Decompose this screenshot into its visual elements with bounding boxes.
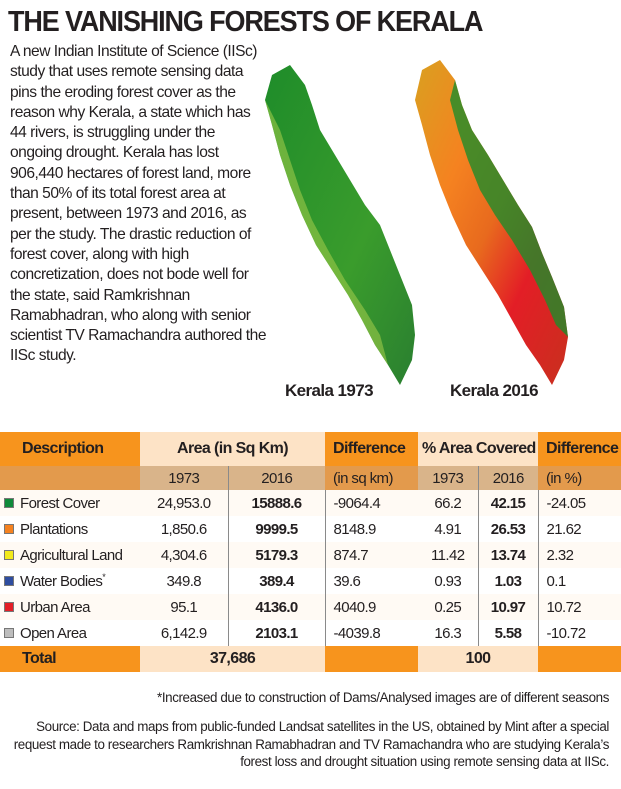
area-2016: 15888.6	[227, 490, 325, 516]
header-diff-unit: (in sq km)	[325, 466, 418, 490]
legend-swatch	[4, 497, 14, 508]
legend-swatch	[4, 549, 14, 560]
pct-1973: 4.91	[434, 520, 462, 538]
header-difference: Difference	[325, 432, 418, 466]
total-label: Total	[0, 646, 140, 672]
diff-sqkm: 8148.9	[324, 516, 418, 542]
pct-2016: 1.03	[477, 568, 539, 594]
table-row: Forest Cover 24,953.0 15888.6 -9064.4 66.2 42…	[0, 490, 621, 516]
area-1973: 95.1	[170, 598, 198, 616]
row-name: Forest Cover	[0, 490, 140, 516]
area-2016: 9999.5	[227, 516, 325, 542]
area-2016: 5179.3	[227, 542, 325, 568]
diff-sqkm: -4039.8	[324, 620, 418, 646]
row-name: Open Area	[0, 620, 140, 646]
area-2016: 2103.1	[227, 620, 325, 646]
area-1973: 349.8	[166, 572, 202, 590]
row-name: Water Bodies*	[0, 568, 140, 594]
intro-paragraph: A new Indian Institute of Science (IISc)…	[10, 43, 267, 365]
kerala-maps	[265, 60, 568, 385]
diff-sqkm: 4040.9	[324, 594, 418, 620]
row-name: Urban Area	[0, 594, 140, 620]
header-area-1973: 1973	[140, 466, 228, 490]
page-title: THE VANISHING FORESTS OF KERALA	[8, 6, 483, 38]
source-note: Source: Data and maps from public-funded…	[13, 719, 610, 769]
area-1973: 4,304.6	[160, 546, 207, 564]
land-use-table: Description Area (in Sq Km) Difference %…	[0, 432, 621, 672]
diff-pct: -24.05	[537, 490, 621, 516]
diff-pct: 0.1	[537, 568, 621, 594]
diff-sqkm: 39.6	[324, 568, 418, 594]
header-area: Area (in Sq Km)	[140, 432, 325, 466]
pct-2016: 42.15	[477, 490, 539, 516]
header-blank	[0, 466, 140, 490]
legend-swatch	[4, 601, 14, 612]
map-label-2016: Kerala 2016	[450, 381, 539, 400]
pct-1973: 0.93	[434, 572, 462, 590]
table-row: Urban Area 95.1 4136.0 4040.9 0.25 10.97 10.72	[0, 594, 621, 620]
row-name: Agricultural Land	[0, 542, 140, 568]
header-pct-1973: 1973	[418, 466, 478, 490]
pct-1973: 11.42	[431, 546, 465, 564]
legend-swatch	[4, 523, 14, 534]
map-label-1973: Kerala 1973	[285, 381, 374, 400]
map-kerala-2016-forest	[450, 80, 568, 337]
total-diff-pct-blank	[538, 646, 621, 672]
pct-2016: 13.74	[477, 542, 539, 568]
area-2016: 389.4	[227, 568, 325, 594]
legend-swatch	[4, 576, 14, 586]
header-description: Description	[0, 432, 140, 466]
table-row: Open Area 6,142.9 2103.1 -4039.8 16.3 5.58 -10…	[0, 620, 621, 646]
area-1973: 24,953.0	[156, 494, 211, 512]
pct-1973: 0.25	[434, 598, 462, 616]
area-1973: 6,142.9	[160, 624, 207, 642]
area-2016: 4136.0	[227, 594, 325, 620]
map-kerala-1973-coast	[265, 100, 388, 365]
header-area-2016: 2016	[227, 466, 325, 490]
pct-2016: 10.97	[477, 594, 539, 620]
total-area: 37,686	[140, 646, 325, 672]
pct-2016: 5.58	[477, 620, 539, 646]
total-diff-blank	[325, 646, 418, 672]
area-1973: 1,850.6	[160, 520, 207, 538]
map-kerala-1973	[265, 65, 415, 385]
header-diff-pct: Difference	[538, 432, 621, 466]
diff-sqkm: -9064.4	[324, 490, 418, 516]
pct-2016: 26.53	[477, 516, 539, 542]
diff-pct: 10.72	[537, 594, 621, 620]
table-row: Water Bodies* 349.8 389.4 39.6 0.93 1.03 0.1	[0, 568, 621, 594]
diff-pct: 21.62	[537, 516, 621, 542]
pct-1973: 16.3	[434, 624, 462, 642]
map-kerala-2016	[415, 60, 568, 385]
total-pct: 100	[418, 646, 539, 672]
header-diff-pct-unit: (in %)	[538, 466, 621, 490]
pct-1973: 66.2	[434, 494, 462, 512]
header-pct-2016: 2016	[477, 466, 539, 490]
row-name: Plantations	[0, 516, 140, 542]
footnote: *Increased due to construction of Dams/A…	[157, 690, 609, 705]
table-row: Plantations 1,850.6 9999.5 8148.9 4.91 26.53 2…	[0, 516, 621, 542]
legend-swatch	[4, 627, 14, 638]
diff-pct: 2.32	[537, 542, 621, 568]
table-row: Agricultural Land 4,304.6 5179.3 874.7 11.42…	[0, 542, 621, 568]
maps-area: Kerala 1973 Kerala 2016	[250, 55, 621, 415]
diff-pct: -10.72	[537, 620, 621, 646]
header-pct: % Area Covered	[418, 432, 539, 466]
diff-sqkm: 874.7	[324, 542, 418, 568]
